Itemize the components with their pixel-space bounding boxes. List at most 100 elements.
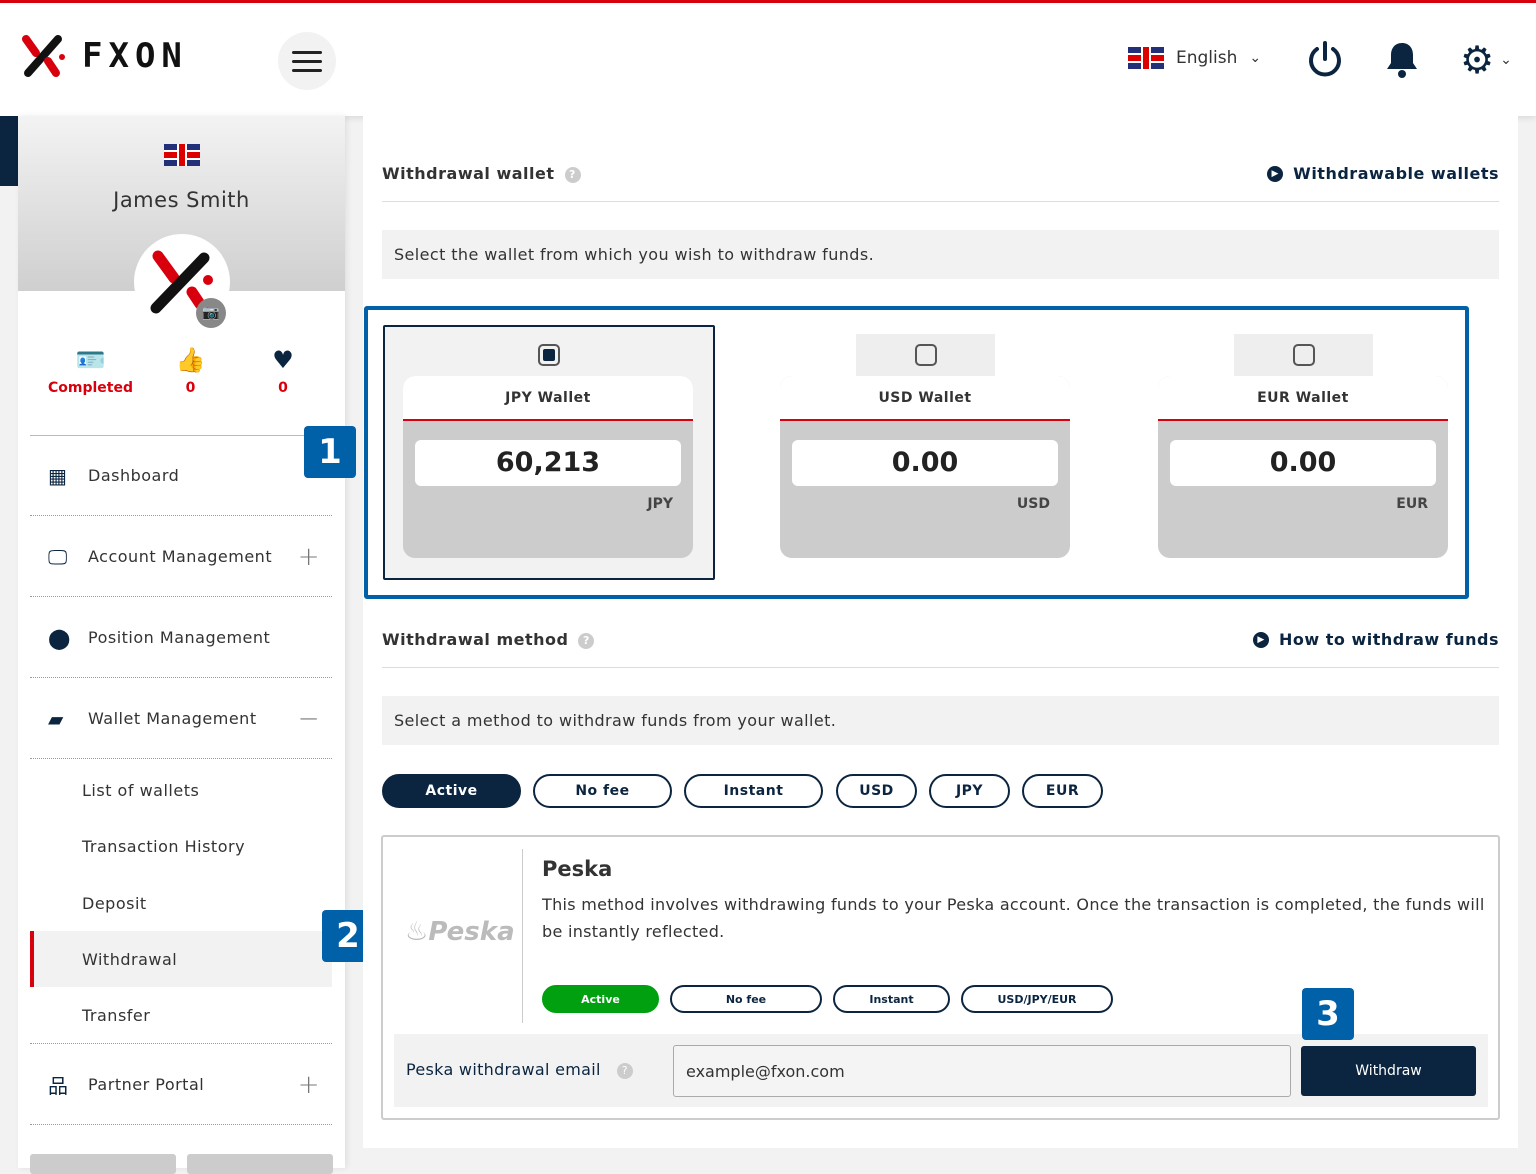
step-badge-1: 1 (304, 426, 356, 478)
sidebar-subitem-transfer[interactable]: Transfer (30, 988, 332, 1044)
checkbox[interactable] (538, 344, 560, 366)
flame-icon: ♨ (405, 917, 429, 947)
checkbox[interactable] (914, 344, 937, 366)
sidebar-item-account-management[interactable]: 🖵 Account Management + (30, 517, 332, 597)
fxon-logo[interactable]: FXON (18, 33, 188, 79)
sidebar-footer-button[interactable] (187, 1154, 333, 1174)
method-section-title: Withdrawal method? (382, 630, 595, 649)
wallet-card: JPY Wallet 60,213 JPY (403, 376, 693, 558)
checkbox-tab (1234, 334, 1373, 376)
tag-active: Active (542, 985, 659, 1013)
email-label: Peska withdrawal email? (406, 1060, 633, 1079)
section-title-text: Withdrawal wallet (382, 164, 555, 183)
favorites-stat: ♥ 0 (238, 346, 328, 396)
wallet-option-eur[interactable]: EUR Wallet 0.00 EUR (1158, 334, 1448, 559)
header: FXON English ⌄ ⚙ ⌄ (0, 3, 1536, 116)
sidebar-subitem-withdrawal[interactable]: Withdrawal (30, 931, 332, 987)
divider (522, 849, 523, 1023)
brand-name: FXON (82, 36, 188, 76)
step-badge-3: 3 (1302, 988, 1354, 1040)
sidebar-item-partner-portal[interactable]: 品 Partner Portal + (30, 1045, 332, 1125)
chevron-right-circle-icon: ▶ (1267, 165, 1284, 182)
sidebar-subitem-label: Withdrawal (82, 949, 178, 969)
grid-icon: ▦ (48, 463, 68, 488)
sidebar: James Smith 📷 🪪 Completed 👍 0 ♥ 0 ▦ Dashboar… (18, 116, 345, 1174)
filter-no-fee[interactable]: No fee (533, 774, 672, 808)
help-icon[interactable]: ? (578, 632, 595, 649)
wallet-currency: USD (1016, 496, 1050, 512)
sidebar-item-dashboard[interactable]: ▦ Dashboard (30, 436, 332, 516)
sidebar-item-position-management[interactable]: ⬤ Position Management (30, 598, 332, 678)
peska-logo: ♨Peska (405, 917, 515, 947)
divider (382, 201, 1499, 202)
tag-instant: Instant (833, 985, 950, 1013)
withdraw-button[interactable]: Withdraw (1301, 1046, 1476, 1096)
email-label-text: Peska withdrawal email (406, 1060, 601, 1079)
wallet-icon: ▰ (48, 706, 64, 731)
collapse-icon[interactable]: − (297, 703, 320, 734)
sidebar-item-wallet-management[interactable]: ▰ Wallet Management − (30, 679, 332, 759)
avatar-logo-icon (150, 250, 213, 314)
checkbox-tab (856, 334, 995, 376)
top-accent-line (0, 0, 1536, 3)
map-pin-icon: ⬤ (48, 625, 71, 650)
monitor-icon: 🖵 (48, 544, 68, 569)
sidebar-subitem-list-of-wallets[interactable]: List of wallets (30, 762, 332, 818)
logo-text: Peska (428, 917, 515, 947)
expand-icon[interactable]: + (297, 1069, 320, 1100)
wallet-name: JPY Wallet (403, 376, 693, 421)
wallet-name: USD Wallet (780, 376, 1070, 421)
wallet-balance: 0.00 (1170, 440, 1436, 486)
checkbox[interactable] (1292, 344, 1315, 366)
help-icon[interactable]: ? (616, 1062, 633, 1079)
chevron-down-icon: ⌄ (1500, 52, 1512, 68)
sidebar-item-label: Position Management (88, 628, 271, 647)
camera-icon[interactable]: 📷 (196, 298, 226, 328)
how-to-withdraw-link[interactable]: ▶ How to withdraw funds (1253, 630, 1499, 649)
filter-active[interactable]: Active (382, 774, 521, 808)
language-selector[interactable]: English ⌄ (1128, 47, 1261, 69)
wallet-name: EUR Wallet (1158, 376, 1448, 421)
email-form-row: Peska withdrawal email? Withdraw (394, 1034, 1488, 1107)
wallet-option-jpy[interactable]: JPY Wallet 60,213 JPY (383, 325, 715, 580)
sidebar-subitem-label: Transfer (82, 1006, 151, 1025)
sitemap-icon: 品 (48, 1074, 69, 1098)
wallet-card: USD Wallet 0.00 USD (780, 376, 1070, 558)
menu-toggle-button[interactable] (278, 32, 336, 90)
wallet-section-title: Withdrawal wallet? (382, 164, 581, 183)
profile-name: James Smith (113, 188, 250, 212)
method-instructions: Select a method to withdraw funds from y… (382, 696, 1499, 745)
withdrawable-wallets-link[interactable]: ▶ Withdrawable wallets (1267, 164, 1499, 183)
sidebar-subitem-label: Deposit (82, 893, 147, 913)
settings-menu[interactable]: ⚙ ⌄ (1460, 40, 1512, 80)
chevron-right-circle-icon: ▶ (1253, 631, 1270, 648)
sidebar-subitem-label: List of wallets (82, 780, 200, 800)
bell-icon[interactable] (1384, 40, 1420, 80)
power-icon[interactable] (1306, 40, 1344, 80)
avatar[interactable]: 📷 (134, 234, 230, 330)
sidebar-item-label: Account Management (88, 547, 273, 566)
section-title-text: Withdrawal method (382, 630, 569, 649)
likes-stat: 👍 0 (156, 346, 226, 396)
wallet-option-usd[interactable]: USD Wallet 0.00 USD (780, 334, 1070, 559)
stat-value: 0 (278, 380, 288, 396)
filter-eur[interactable]: EUR (1022, 774, 1103, 808)
sidebar-subitem-deposit[interactable]: Deposit (30, 875, 332, 931)
uk-flag-icon (164, 144, 200, 166)
id-card-check-icon: 🪪 (75, 346, 106, 374)
filter-instant[interactable]: Instant (684, 774, 823, 808)
tag-no-fee: No fee (670, 985, 822, 1013)
expand-icon[interactable]: + (297, 541, 320, 572)
stat-value: Completed (47, 380, 133, 396)
filter-jpy[interactable]: JPY (929, 774, 1010, 808)
method-description: This method involves withdrawing funds t… (542, 895, 1485, 941)
help-icon[interactable]: ? (564, 166, 581, 183)
sidebar-footer-button[interactable] (30, 1154, 176, 1174)
tag-currencies: USD/JPY/EUR (961, 985, 1113, 1013)
sidebar-collapse-tab[interactable] (0, 116, 18, 186)
wallet-balance: 0.00 (792, 440, 1058, 486)
peska-email-input[interactable] (673, 1045, 1291, 1097)
thumbs-up-icon: 👍 (175, 346, 206, 374)
filter-usd[interactable]: USD (836, 774, 917, 808)
sidebar-subitem-transaction-history[interactable]: Transaction History (30, 818, 332, 874)
